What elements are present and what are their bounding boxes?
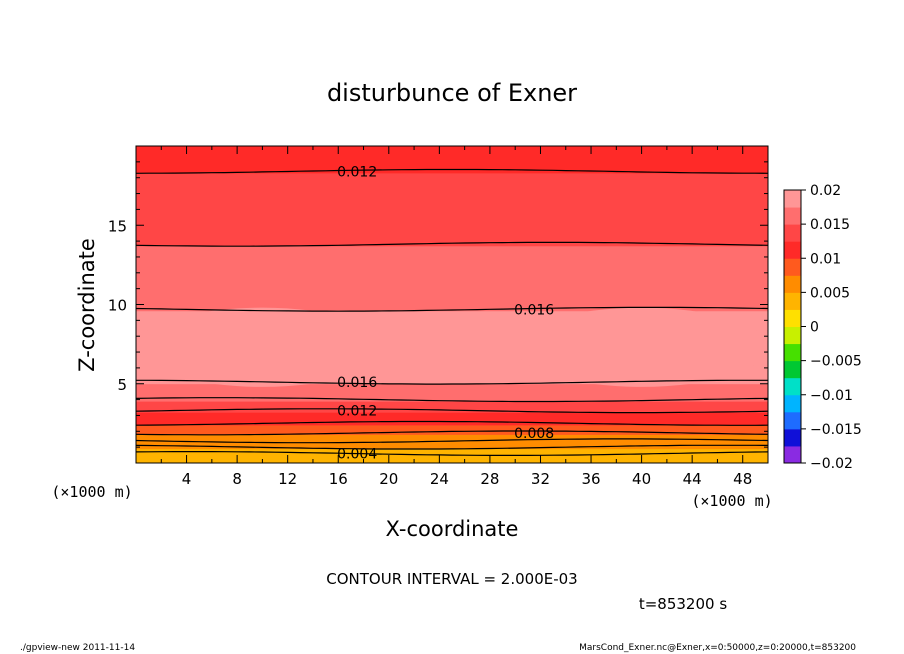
colorbar-swatch xyxy=(784,241,801,259)
y-tick-label: 15 xyxy=(108,217,127,235)
colorbar-swatch xyxy=(784,224,801,242)
contour-label: 0.012 xyxy=(337,404,377,420)
colorbar-swatch xyxy=(784,394,801,413)
contour-fill xyxy=(136,146,768,463)
x-unit-right: (×1000 m) xyxy=(691,492,772,510)
contour-line xyxy=(136,397,768,403)
contour-band xyxy=(136,451,768,463)
x-tick-label: 12 xyxy=(278,470,297,488)
contour-line xyxy=(136,430,768,436)
colorbar-tick-label: −0.02 xyxy=(810,456,853,472)
colorbar-swatch xyxy=(784,411,801,430)
x-tick-label: 36 xyxy=(581,470,600,488)
colorbar-tick-label: 0.005 xyxy=(810,285,850,301)
footer-left: ./gpview-new 2011-11-14 xyxy=(20,643,135,653)
colorbar-swatch xyxy=(784,445,801,464)
contour-interval-text: CONTOUR INTERVAL = 2.000E-03 xyxy=(326,570,577,588)
contour-max-region xyxy=(515,307,768,387)
contour-line xyxy=(136,438,768,444)
x-tick-label: 20 xyxy=(379,470,398,488)
contour-label: 0.016 xyxy=(337,375,377,391)
contour-line xyxy=(136,306,768,312)
x-tick-label: 8 xyxy=(232,470,242,488)
contour-band xyxy=(136,445,768,456)
x-tick-label: 44 xyxy=(683,470,702,488)
colorbar-swatch xyxy=(784,275,801,293)
contour-label: 0.008 xyxy=(514,426,554,442)
colorbar-swatch xyxy=(784,343,801,362)
time-text: t=853200 s xyxy=(639,595,727,613)
x-axis-label: X-coordinate xyxy=(386,517,519,541)
contour-lines xyxy=(136,168,768,456)
colorbar-swatch xyxy=(784,190,801,208)
colorbar-swatch xyxy=(784,377,801,396)
contour-line xyxy=(136,241,768,247)
contour-band xyxy=(136,169,768,247)
chart-title: disturbunce of Exner xyxy=(327,79,577,107)
colorbar-swatch xyxy=(784,292,801,310)
x-tick-label: 48 xyxy=(733,470,752,488)
contour-line xyxy=(136,379,768,385)
colorbar-swatch xyxy=(784,326,801,345)
x-tick-label: 16 xyxy=(329,470,348,488)
colorbar-tick-label: 0 xyxy=(810,320,819,336)
contour-band xyxy=(136,146,768,174)
x-axis-ticks: 4 8 12 16 20 24 28 32 36 40 44 48 xyxy=(160,146,752,488)
contour-band xyxy=(136,242,768,312)
colorbar-swatch xyxy=(784,360,801,379)
y-tick-label: 5 xyxy=(117,376,127,394)
contour-max-region xyxy=(136,307,389,387)
colorbar-swatch xyxy=(784,309,801,327)
colorbar-swatch xyxy=(784,207,801,225)
y-tick-label: 10 xyxy=(108,297,127,315)
colorbar-ticks: 0.02 0.015 0.01 0.005 0 −0.005 −0.01 −0.015 −0.0… xyxy=(801,183,862,472)
colorbar-swatch xyxy=(784,428,801,447)
colorbar-tick-label: −0.015 xyxy=(810,422,862,438)
x-tick-label: 24 xyxy=(430,470,449,488)
contour-line xyxy=(136,408,768,414)
x-tick-label: 32 xyxy=(531,470,550,488)
colorbar-tick-label: 0.02 xyxy=(810,183,841,199)
contour-label: 0.012 xyxy=(337,164,377,180)
colorbar-swatch xyxy=(784,258,801,276)
colorbar-tick-label: −0.005 xyxy=(810,354,862,370)
contour-labels: 0.012 0.016 0.016 0.012 0.008 0.004 xyxy=(337,164,554,462)
x-tick-label: 28 xyxy=(480,470,499,488)
y-axis-ticks: 5 10 15 xyxy=(108,161,768,448)
contour-label: 0.016 xyxy=(514,302,554,318)
y-axis-label: Z-coordinate xyxy=(75,238,99,372)
contour-band xyxy=(136,438,768,450)
colorbar-tick-label: 0.015 xyxy=(810,217,850,233)
contour-line xyxy=(136,444,768,450)
x-tick-label: 40 xyxy=(632,470,651,488)
contour-band xyxy=(136,430,768,443)
contour-line xyxy=(136,451,768,456)
colorbar xyxy=(783,189,802,464)
contour-line xyxy=(136,168,768,174)
contour-line xyxy=(136,420,768,426)
colorbar-tick-label: −0.01 xyxy=(810,388,853,404)
x-unit-left: (×1000 m) xyxy=(51,483,132,501)
x-tick-label: 4 xyxy=(182,470,192,488)
contour-label: 0.004 xyxy=(337,446,377,462)
footer-right: MarsCond_Exner.nc@Exner,x=0:50000,z=0:20… xyxy=(579,643,856,653)
colorbar-tick-label: 0.01 xyxy=(810,251,841,267)
